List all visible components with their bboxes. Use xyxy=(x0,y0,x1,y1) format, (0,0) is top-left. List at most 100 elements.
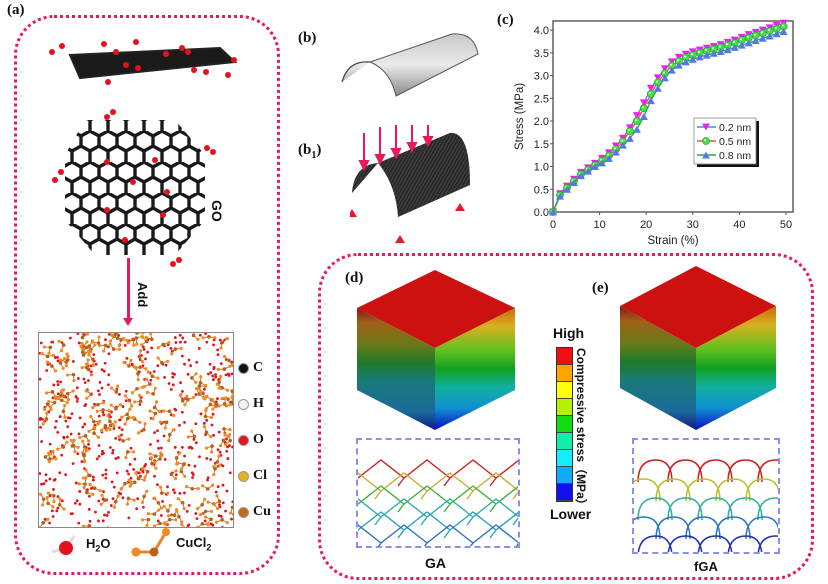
data-point xyxy=(646,84,655,92)
cu-atom xyxy=(213,466,217,471)
cl-atom xyxy=(87,353,91,357)
cl-atom xyxy=(143,475,147,479)
water-oxygen xyxy=(76,452,80,456)
cu-atom xyxy=(144,339,149,344)
ga-wall xyxy=(512,542,520,552)
data-point-highlight xyxy=(725,43,728,46)
water-oxygen xyxy=(76,333,80,336)
water-oxygen xyxy=(221,464,225,468)
cl-atom xyxy=(151,417,155,421)
water-oxygen xyxy=(230,372,233,376)
cl-atom xyxy=(112,505,116,509)
colorbar xyxy=(556,347,573,502)
water-oxygen xyxy=(56,495,60,498)
data-point xyxy=(681,58,690,66)
cl-atom xyxy=(156,346,160,350)
cu-atom xyxy=(164,420,169,424)
cu-atom xyxy=(138,365,142,370)
cl-atom xyxy=(156,356,160,360)
colorbar-segment xyxy=(557,433,572,450)
add-label: Add xyxy=(135,282,150,308)
water-oxygen xyxy=(232,392,233,394)
water-oxygen xyxy=(183,340,187,344)
cl-atom xyxy=(219,374,223,378)
water-oxygen xyxy=(230,517,233,521)
cl-atom xyxy=(106,414,110,418)
cu-atom xyxy=(198,380,203,385)
cl-atom xyxy=(163,426,167,430)
water-oxygen xyxy=(179,381,182,385)
ga-wall xyxy=(397,477,405,487)
cl-atom xyxy=(49,407,53,412)
cl-atom xyxy=(196,525,200,527)
water-oxygen xyxy=(163,376,166,379)
legend-label: 0.5 nm xyxy=(719,136,751,148)
water-oxygen xyxy=(173,445,177,449)
water-oxygen xyxy=(110,480,114,484)
cl-atom xyxy=(125,338,129,343)
atom-cl-icon xyxy=(238,470,249,482)
atom-o-icon xyxy=(238,434,249,446)
stress-strain-chart: 0 10 20 30 40 50 0.0 0.5 1.0 1.5 2.0 2.5 3.0 3.5 4.0 St… xyxy=(514,19,794,247)
cl-atom xyxy=(173,476,178,481)
cl-atom xyxy=(100,493,104,497)
water-oxygen xyxy=(128,463,132,466)
cl-atom xyxy=(156,376,160,380)
cu-atom xyxy=(85,490,89,495)
water-oxygen xyxy=(109,504,113,507)
cl-atom xyxy=(116,494,120,498)
cu-atom xyxy=(84,345,89,350)
cu-atom xyxy=(180,399,185,403)
water-oxygen xyxy=(106,526,110,527)
cl-atom xyxy=(110,333,114,337)
cu-atom xyxy=(200,522,205,526)
atom-cu-icon xyxy=(238,506,249,518)
data-point-highlight xyxy=(704,49,707,52)
water-oxygen xyxy=(117,426,121,430)
cl-atom xyxy=(132,450,136,454)
cl-atom xyxy=(212,473,216,477)
water-oxygen xyxy=(101,449,104,453)
ga-wall xyxy=(443,477,451,487)
ga-wall xyxy=(420,490,428,500)
cu-atom xyxy=(186,397,190,402)
cu-atom xyxy=(220,518,224,522)
fga-structure-box xyxy=(625,438,793,559)
x-axis-label: Strain (%) xyxy=(647,235,698,247)
water-oxygen xyxy=(45,369,49,372)
water-oxygen xyxy=(218,450,222,454)
cu-atom xyxy=(50,364,54,368)
water-oxygen xyxy=(56,430,60,434)
data-point-highlight xyxy=(663,71,666,74)
water-oxygen xyxy=(139,396,143,399)
cl-atom xyxy=(133,400,137,404)
cu-atom xyxy=(146,517,151,522)
water-oxygen xyxy=(174,341,178,344)
load-arrows xyxy=(358,125,434,172)
water-oxygen xyxy=(180,354,184,358)
cl-atom xyxy=(64,364,68,368)
water-oxygen xyxy=(173,491,177,495)
cl-atom xyxy=(225,521,229,525)
water-oxygen xyxy=(40,440,44,443)
cl-atom xyxy=(132,498,136,502)
cl-atom xyxy=(146,512,150,516)
colorbar-segment xyxy=(557,450,572,467)
cl-atom xyxy=(72,438,76,442)
data-point-highlight xyxy=(628,129,631,132)
water-oxygen xyxy=(101,473,105,477)
data-point-highlight xyxy=(697,51,700,54)
data-point-highlight xyxy=(739,38,742,41)
add-arrow-head xyxy=(123,318,133,326)
cl-atom xyxy=(84,362,89,366)
water-oxygen xyxy=(39,351,41,355)
colorbar-segment xyxy=(557,484,572,501)
ga-wall xyxy=(380,524,428,544)
cl-atom xyxy=(77,482,81,486)
cl-atom xyxy=(209,509,214,513)
cu-atom xyxy=(87,523,92,527)
cl-atom xyxy=(205,394,209,398)
water-oxygen xyxy=(228,471,232,475)
cl-atom xyxy=(154,466,158,470)
water-oxygen xyxy=(78,416,82,420)
